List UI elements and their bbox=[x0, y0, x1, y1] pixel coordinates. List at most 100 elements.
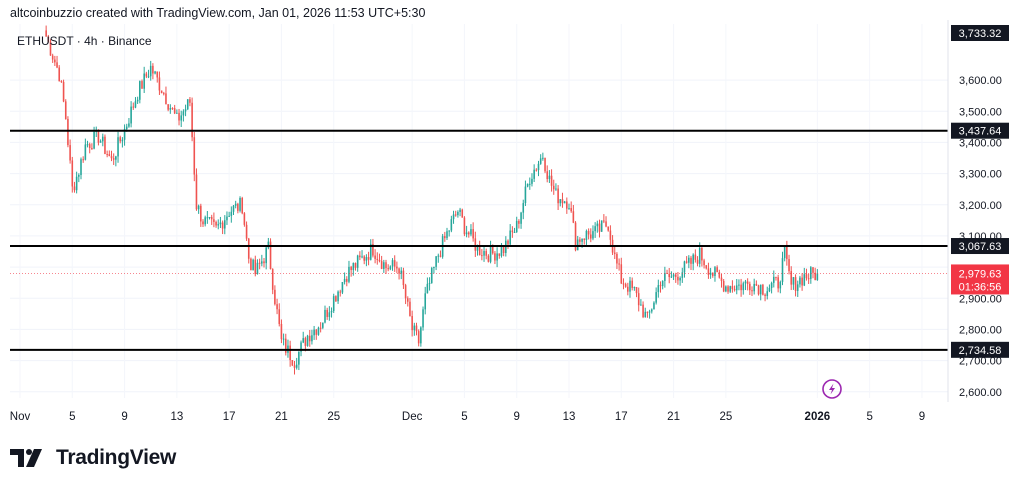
x-tick-label: Nov bbox=[10, 411, 31, 423]
candle-body bbox=[746, 281, 749, 284]
candle-body bbox=[650, 309, 653, 312]
candle-body bbox=[489, 246, 492, 262]
y-tick-label: 3,500.00 bbox=[959, 106, 1002, 118]
candle-body bbox=[282, 338, 285, 340]
candle-body bbox=[160, 90, 163, 94]
y-tick-label: 2,700.00 bbox=[959, 356, 1002, 368]
candle-body bbox=[509, 230, 511, 245]
candle-body bbox=[167, 104, 169, 110]
candle-body bbox=[463, 217, 466, 235]
candle-body bbox=[803, 274, 806, 286]
candle-body bbox=[184, 109, 187, 112]
candle-body bbox=[731, 286, 734, 290]
candle-body bbox=[470, 229, 472, 235]
candle-body bbox=[635, 287, 638, 294]
candle-body bbox=[223, 220, 226, 229]
candle-body bbox=[642, 304, 644, 318]
candle-body bbox=[378, 260, 381, 262]
candle-body bbox=[698, 247, 701, 264]
candle-body bbox=[531, 178, 533, 184]
candle-body bbox=[561, 199, 564, 204]
candle-body bbox=[544, 157, 546, 172]
candle-body bbox=[738, 284, 740, 286]
candle-body bbox=[64, 101, 67, 120]
candle-body bbox=[566, 201, 568, 209]
candle-body bbox=[437, 255, 440, 257]
candle-body bbox=[115, 156, 117, 160]
price-axis: 2,600.00 2,700.00 2,800.00 2,900.00 3,100.00… bbox=[947, 20, 1009, 402]
candle-body bbox=[559, 199, 562, 204]
candle-body bbox=[668, 273, 671, 278]
y-tick-label: 3,600.00 bbox=[959, 75, 1002, 87]
candle-body bbox=[716, 267, 718, 273]
candle-body bbox=[269, 241, 272, 270]
candle-body bbox=[97, 129, 100, 143]
candle-body bbox=[764, 294, 766, 296]
candle-body bbox=[794, 277, 797, 291]
candle-body bbox=[805, 274, 808, 279]
y-tick-label: 2,900.00 bbox=[959, 293, 1002, 305]
candle-body bbox=[786, 246, 788, 260]
candle-body bbox=[609, 230, 612, 240]
candle-body bbox=[714, 267, 716, 276]
candles bbox=[45, 25, 819, 375]
candle-body bbox=[627, 286, 629, 292]
candle-body bbox=[542, 157, 544, 159]
candle-body bbox=[256, 262, 259, 275]
candle-body bbox=[58, 67, 61, 82]
candle-body bbox=[80, 159, 82, 176]
candle-body bbox=[792, 277, 795, 285]
level-price-tag bbox=[951, 341, 1009, 358]
candle-body bbox=[574, 222, 577, 251]
candle-body bbox=[417, 331, 420, 344]
candle-body bbox=[807, 278, 810, 280]
candle-body bbox=[500, 246, 503, 256]
candle-body bbox=[755, 283, 758, 286]
candle-body bbox=[156, 71, 159, 78]
candle-body bbox=[457, 211, 459, 216]
candle-body bbox=[528, 183, 531, 185]
candle-body bbox=[810, 267, 812, 279]
candle-body bbox=[465, 232, 468, 235]
candle-body bbox=[631, 280, 633, 288]
candle-body bbox=[374, 255, 376, 259]
candle-body bbox=[513, 232, 516, 234]
candle-body bbox=[788, 259, 790, 272]
lightning-bolt-icon[interactable] bbox=[822, 379, 842, 399]
candle-body bbox=[474, 238, 477, 251]
candle-body bbox=[674, 274, 677, 277]
x-tick-label: Dec bbox=[402, 411, 423, 423]
candle-body bbox=[696, 259, 699, 264]
candle-body bbox=[186, 99, 189, 110]
tradingview-branding[interactable]: TradingView bbox=[10, 446, 176, 470]
x-tick-label: 5 bbox=[461, 411, 467, 423]
candle-body bbox=[60, 81, 63, 83]
candle-body bbox=[644, 311, 647, 318]
candle-body bbox=[221, 222, 224, 229]
candle-body bbox=[280, 323, 283, 340]
candle-body bbox=[311, 335, 313, 342]
candle-body bbox=[180, 115, 183, 121]
candle-body bbox=[145, 73, 148, 77]
candle-body bbox=[215, 221, 217, 226]
candle-body bbox=[524, 186, 527, 204]
candle-body bbox=[197, 205, 200, 210]
candle-body bbox=[217, 224, 220, 226]
candle-body bbox=[152, 65, 154, 74]
candle-body bbox=[546, 171, 549, 180]
candle-body bbox=[685, 261, 688, 263]
candle-body bbox=[596, 223, 599, 227]
brand-name: TradingView bbox=[56, 446, 177, 469]
candle-body bbox=[93, 131, 95, 149]
candle-body bbox=[799, 277, 801, 285]
countdown-label: 01:36:56 bbox=[959, 281, 1002, 293]
horizontal-levels: 3,437.64 3,067.63 2,734.58 bbox=[10, 122, 1009, 358]
candle-body bbox=[132, 106, 135, 108]
candle-body bbox=[359, 255, 361, 258]
candle-body bbox=[812, 267, 814, 273]
x-tick-label: 13 bbox=[563, 411, 576, 423]
candle-body bbox=[91, 147, 93, 149]
candle-body bbox=[496, 253, 498, 261]
